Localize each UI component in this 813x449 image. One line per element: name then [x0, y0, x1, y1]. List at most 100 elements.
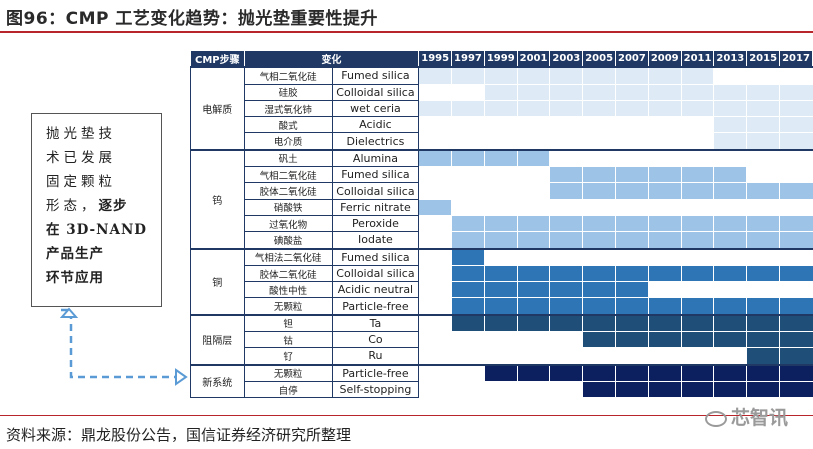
header-change: 变化: [243, 50, 420, 68]
timeline-cell: [549, 99, 583, 118]
timeline-cell: [451, 99, 485, 118]
timeline-cell: [647, 132, 682, 151]
arrow-path: [61, 308, 178, 379]
table-row: 新系统 无颗粒 Particle-free: [190, 363, 813, 399]
change-cn: 胶体二氧化硅: [243, 264, 333, 283]
timeline-cell: [451, 347, 485, 366]
timeline-cell: [647, 214, 682, 233]
table-row: 酸性中性 Acidic neutral: [191, 281, 813, 299]
timeline-cell: [516, 214, 550, 233]
timeline-cell: [418, 313, 452, 333]
timeline-cell: [746, 83, 780, 101]
timeline-cell: [746, 231, 780, 250]
timeline-cell: [418, 297, 452, 316]
timeline-cell: [713, 83, 747, 101]
timeline-cell: [680, 281, 714, 299]
step-category: 铜: [190, 247, 245, 316]
timeline-cell: [713, 182, 747, 200]
table-row: 钨矾土 Alumina: [190, 148, 813, 250]
timeline-cell: [582, 297, 616, 316]
timeline-cell: [582, 363, 616, 382]
timeline-cell: [746, 214, 780, 233]
timeline-cell: [746, 99, 780, 118]
table-row: 碘酸盐 Iodate: [191, 231, 813, 250]
timeline-cell: [680, 380, 714, 399]
timeline-cell: [582, 214, 616, 233]
annotation-box: 抛光垫技 术已发展 固定颗粒 形态，逐步 在 3D-NAND 产品生产 环节应用: [31, 113, 162, 307]
timeline-cell: [615, 198, 649, 216]
timeline-cell: [483, 99, 518, 118]
timeline-cell: [549, 132, 583, 151]
timeline-cell: [615, 331, 649, 349]
timeline-cell: [516, 313, 550, 333]
timeline-cell: [451, 363, 485, 382]
timeline-cell: [582, 313, 616, 333]
timeline-cell: [615, 380, 649, 399]
timeline-cell: [451, 148, 485, 168]
timeline-cell: [418, 99, 452, 118]
timeline-cell: [483, 380, 518, 399]
table-row: 过氧化物 Peroxide: [191, 214, 813, 233]
timeline-cell: [549, 116, 583, 134]
timeline-cell: [779, 166, 813, 184]
timeline-cell: [615, 281, 649, 299]
timeline-cell: [451, 231, 485, 250]
timeline-cell: [615, 116, 649, 134]
timeline-cell: [549, 380, 583, 399]
timeline-cell: [483, 231, 518, 250]
change-en: Co: [331, 331, 420, 349]
timeline-cell: [516, 264, 550, 283]
timeline-cell: [418, 66, 452, 85]
change-en: Dielectrics: [331, 132, 420, 151]
timeline-cell: [418, 182, 452, 200]
timeline-cell: [451, 214, 485, 233]
timeline-cell: [615, 264, 649, 283]
timeline-cell: [451, 264, 485, 283]
year-header: 1999: [483, 50, 518, 68]
timeline-cell: [582, 347, 616, 366]
timeline-cell: [516, 363, 550, 382]
timeline-cell: [418, 83, 452, 101]
figure-title: 图96：CMP 工艺变化趋势：抛光垫重要性提升: [6, 9, 378, 29]
change-en: Peroxide: [331, 214, 420, 233]
timeline-cell: [647, 264, 682, 283]
timeline-cell: [746, 247, 780, 266]
timeline-cell: [647, 313, 682, 333]
change-en: Fumed silica: [331, 66, 420, 85]
change-en: Acidic neutral: [331, 281, 420, 299]
timeline-cell: [680, 132, 714, 151]
timeline-cell: [516, 99, 550, 118]
timeline-cell: [549, 198, 583, 216]
timeline-cell: [615, 313, 649, 333]
change-cn: 硅胶: [243, 83, 333, 101]
timeline-cell: [713, 297, 747, 316]
timeline-cell: [779, 281, 813, 299]
change-en: Colloidal silica: [331, 83, 420, 101]
change-en: Iodate: [331, 231, 420, 250]
timeline-cell: [516, 331, 550, 349]
year-header: 2003: [549, 50, 584, 68]
timeline-cell: [483, 347, 518, 366]
change-en: Ru: [331, 347, 420, 366]
timeline-cell: [615, 363, 649, 382]
timeline-cell: [483, 66, 518, 85]
change-en: Alumina: [331, 148, 420, 168]
timeline-cell: [680, 83, 714, 101]
timeline-cell: [418, 132, 452, 151]
timeline-cell: [713, 198, 747, 216]
timeline-cell: [647, 198, 682, 216]
timeline-cell: [713, 166, 747, 184]
timeline-cell: [647, 231, 682, 250]
timeline-cell: [779, 264, 813, 283]
timeline-cell: [582, 380, 616, 399]
timeline-cell: [615, 297, 649, 316]
timeline-cell: [779, 231, 813, 250]
timeline-cell: [615, 247, 649, 266]
change-en: Ta: [331, 313, 420, 333]
timeline-cell: [746, 132, 780, 151]
arrow-up-head: [59, 307, 79, 318]
timeline-cell: [516, 166, 550, 184]
timeline-cell: [451, 66, 485, 85]
timeline-cell: [779, 132, 813, 151]
